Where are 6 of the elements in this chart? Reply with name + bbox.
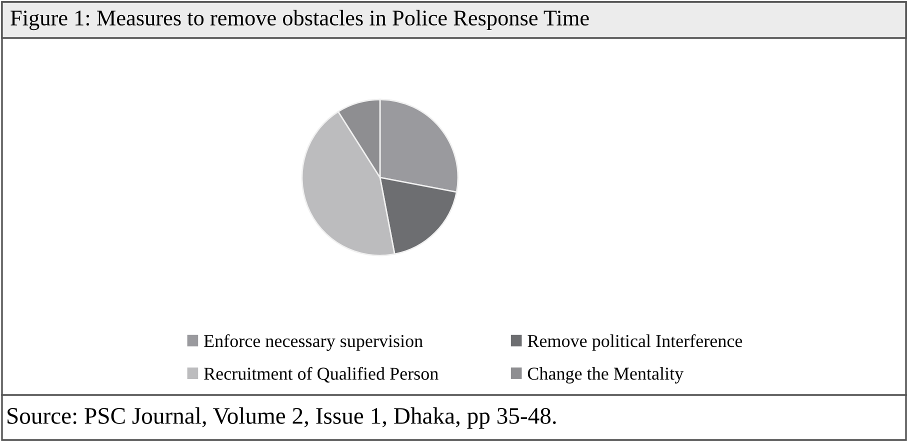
legend-label: Remove political Interference [528, 334, 742, 351]
legend-label: Change the Mentality [528, 367, 684, 384]
chart-title: Figure 1: Measures to remove obstacles in Police Response Time [10, 10, 589, 30]
legend-label: Recruitment of Qualified Person [204, 366, 438, 383]
source-note: Source: PSC Journal, Volume 2, Issue 1, Dhaka, pp 35-48. [8, 407, 556, 429]
legend-label: Enforce necessary supervision [204, 334, 423, 351]
